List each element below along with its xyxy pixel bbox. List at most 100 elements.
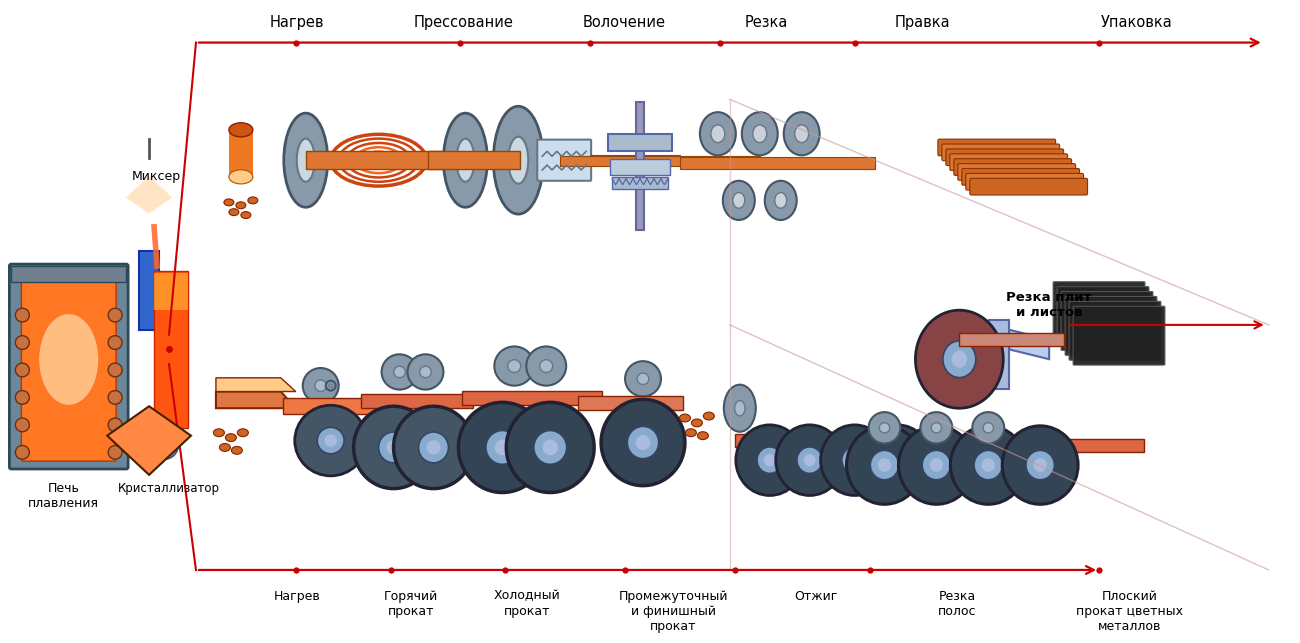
Bar xyxy=(680,158,875,169)
Ellipse shape xyxy=(636,435,650,450)
Polygon shape xyxy=(216,392,296,408)
FancyBboxPatch shape xyxy=(537,140,592,181)
Bar xyxy=(306,151,471,169)
Ellipse shape xyxy=(797,447,823,473)
Polygon shape xyxy=(989,320,1009,388)
Ellipse shape xyxy=(508,359,521,372)
FancyBboxPatch shape xyxy=(1053,282,1145,341)
Ellipse shape xyxy=(303,368,339,403)
FancyBboxPatch shape xyxy=(1061,291,1153,350)
Ellipse shape xyxy=(692,419,702,427)
Ellipse shape xyxy=(326,381,335,390)
Ellipse shape xyxy=(506,403,594,493)
Ellipse shape xyxy=(703,412,715,420)
Circle shape xyxy=(16,363,30,377)
Bar xyxy=(610,159,670,175)
Circle shape xyxy=(108,446,122,459)
Ellipse shape xyxy=(915,310,1004,408)
Ellipse shape xyxy=(974,450,1002,480)
Polygon shape xyxy=(126,176,172,213)
Text: Резка
полос: Резка полос xyxy=(939,590,976,617)
FancyBboxPatch shape xyxy=(937,139,1056,156)
Ellipse shape xyxy=(235,202,246,209)
Circle shape xyxy=(108,336,122,349)
Bar xyxy=(229,130,254,177)
Text: Волочение: Волочение xyxy=(582,15,666,30)
Ellipse shape xyxy=(711,125,725,143)
Ellipse shape xyxy=(742,112,777,156)
Ellipse shape xyxy=(885,447,910,473)
Bar xyxy=(734,433,929,448)
Ellipse shape xyxy=(723,181,755,220)
Ellipse shape xyxy=(213,429,225,437)
Ellipse shape xyxy=(863,425,931,496)
Ellipse shape xyxy=(794,125,809,143)
FancyBboxPatch shape xyxy=(21,276,116,461)
Ellipse shape xyxy=(920,412,953,444)
Bar xyxy=(429,151,520,169)
Circle shape xyxy=(108,363,122,377)
Ellipse shape xyxy=(315,380,326,392)
Bar xyxy=(608,134,672,151)
Ellipse shape xyxy=(229,209,239,215)
Ellipse shape xyxy=(508,137,528,184)
Bar xyxy=(875,439,1144,452)
Ellipse shape xyxy=(820,425,888,496)
Ellipse shape xyxy=(459,403,546,493)
Ellipse shape xyxy=(983,422,993,433)
Ellipse shape xyxy=(420,367,432,377)
Ellipse shape xyxy=(526,347,567,386)
Ellipse shape xyxy=(493,106,543,214)
Bar xyxy=(139,251,159,330)
Ellipse shape xyxy=(625,361,660,397)
Ellipse shape xyxy=(224,199,234,206)
Text: Резка: Резка xyxy=(745,15,788,30)
Ellipse shape xyxy=(39,314,99,405)
Ellipse shape xyxy=(757,447,783,473)
Ellipse shape xyxy=(922,450,950,480)
Ellipse shape xyxy=(942,341,976,377)
Circle shape xyxy=(108,418,122,431)
Ellipse shape xyxy=(699,112,736,156)
Ellipse shape xyxy=(325,435,337,447)
Bar xyxy=(959,332,1065,347)
Ellipse shape xyxy=(456,139,474,182)
Ellipse shape xyxy=(248,197,257,204)
FancyBboxPatch shape xyxy=(942,144,1060,161)
Circle shape xyxy=(159,440,170,451)
Text: Нагрев: Нагрев xyxy=(270,15,325,30)
Ellipse shape xyxy=(736,425,803,496)
Ellipse shape xyxy=(426,440,441,455)
Ellipse shape xyxy=(240,212,251,219)
Bar xyxy=(463,390,602,405)
Ellipse shape xyxy=(868,412,901,444)
Bar xyxy=(283,399,378,414)
FancyBboxPatch shape xyxy=(1057,287,1149,345)
Bar xyxy=(560,156,759,166)
Ellipse shape xyxy=(775,192,786,208)
Ellipse shape xyxy=(1002,426,1078,504)
Bar xyxy=(578,397,682,410)
FancyBboxPatch shape xyxy=(966,174,1084,190)
Ellipse shape xyxy=(382,354,417,390)
Polygon shape xyxy=(216,378,296,392)
Ellipse shape xyxy=(870,450,898,480)
Ellipse shape xyxy=(950,426,1026,504)
FancyBboxPatch shape xyxy=(1072,306,1165,365)
Ellipse shape xyxy=(803,454,815,466)
Ellipse shape xyxy=(753,125,767,143)
Text: Кристаллизатор: Кристаллизатор xyxy=(118,482,220,494)
Ellipse shape xyxy=(637,373,649,385)
FancyBboxPatch shape xyxy=(946,149,1063,166)
Text: Промежуточный
и финишный
прокат: Промежуточный и финишный прокат xyxy=(619,590,728,633)
Text: Отжиг: Отжиг xyxy=(794,590,837,602)
Ellipse shape xyxy=(898,426,974,504)
Ellipse shape xyxy=(229,123,254,137)
Ellipse shape xyxy=(846,426,923,504)
Ellipse shape xyxy=(734,401,745,416)
Ellipse shape xyxy=(930,458,942,472)
Circle shape xyxy=(150,431,178,459)
Ellipse shape xyxy=(879,422,889,433)
Ellipse shape xyxy=(394,406,473,489)
Text: Миксер: Миксер xyxy=(131,170,181,183)
